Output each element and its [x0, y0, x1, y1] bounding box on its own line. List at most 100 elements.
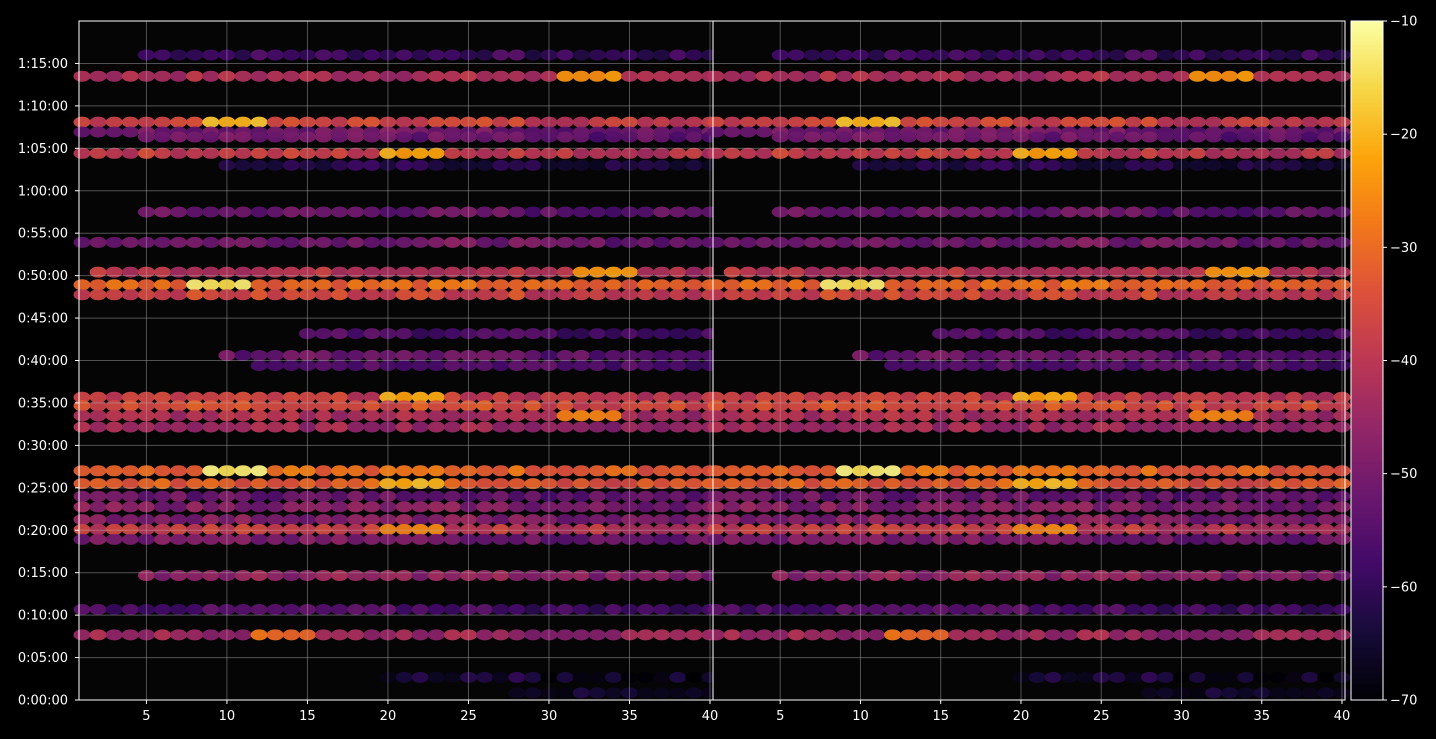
heat-cell	[411, 465, 429, 477]
heat-cell	[315, 360, 332, 371]
heat-cell	[282, 279, 300, 291]
heat-cell	[282, 465, 300, 477]
heat-cell	[443, 328, 461, 340]
heat-cell	[1108, 490, 1126, 502]
heat-cell	[1044, 70, 1062, 82]
heat-cell	[932, 131, 950, 143]
heat-cell	[787, 70, 805, 82]
heat-cell	[556, 279, 574, 291]
heat-cell	[900, 570, 918, 581]
heat-cell	[948, 490, 966, 502]
heat-cell	[621, 604, 638, 615]
heat-cell	[669, 478, 687, 490]
heat-cell	[900, 533, 918, 545]
heat-cell	[1189, 478, 1206, 490]
heat-cell	[105, 490, 123, 502]
heat-cell	[669, 116, 687, 128]
heat-cell	[282, 410, 300, 422]
heat-cell	[1253, 159, 1271, 171]
heat-cell	[347, 289, 365, 301]
heat-cell	[685, 70, 703, 82]
heat-cell	[819, 131, 837, 143]
heat-cell	[787, 116, 805, 128]
heat-cell	[363, 478, 381, 490]
heat-cell	[621, 131, 638, 143]
heat-cell	[89, 524, 107, 535]
heat-cell	[1092, 206, 1110, 218]
heat-cell	[524, 514, 542, 526]
heat-cell	[685, 501, 703, 513]
heat-cell	[315, 465, 332, 477]
heat-cell	[315, 350, 332, 361]
heat-cell	[508, 410, 526, 422]
heat-cell	[1189, 289, 1206, 301]
heat-cell	[105, 266, 123, 278]
heat-cell	[1076, 533, 1094, 545]
heat-cell	[852, 116, 869, 128]
heat-cell	[685, 687, 703, 699]
heat-cell	[707, 421, 725, 433]
heat-cell	[105, 236, 123, 248]
heat-cell	[916, 131, 934, 143]
heat-cell	[916, 490, 934, 502]
heat-cell	[1189, 206, 1206, 218]
heat-cell	[234, 49, 252, 61]
heat-cell	[73, 400, 91, 412]
heat-cell	[508, 671, 526, 683]
heat-cell	[755, 524, 773, 535]
heat-cell	[379, 629, 397, 641]
heat-cell	[1253, 350, 1271, 361]
heat-cell	[980, 147, 998, 159]
heat-cell	[154, 49, 171, 61]
heat-cell	[443, 421, 461, 433]
heat-cell	[868, 465, 885, 477]
heat-cell	[1333, 391, 1351, 403]
heat-cell	[1237, 49, 1255, 61]
heat-cell	[1156, 236, 1174, 248]
heat-cell	[1044, 421, 1062, 433]
heat-cell	[154, 266, 171, 278]
heat-cell	[572, 49, 590, 61]
heat-cell	[234, 524, 252, 535]
heat-cell	[653, 206, 671, 218]
heat-cell	[1301, 147, 1319, 159]
heat-cell	[604, 687, 622, 699]
heat-cell	[707, 478, 725, 490]
heat-cell	[1076, 400, 1094, 412]
heat-cell	[1060, 478, 1078, 490]
heat-cell	[331, 206, 349, 218]
heat-cell	[202, 570, 220, 581]
heat-cell	[315, 410, 332, 422]
heat-cell	[653, 350, 671, 361]
heat-cell	[669, 604, 687, 615]
heat-cell	[637, 478, 655, 490]
heat-cell	[653, 159, 671, 171]
heat-cell	[186, 410, 204, 422]
heat-cell	[1012, 49, 1030, 61]
heat-cell	[460, 604, 477, 615]
heat-cell	[1060, 266, 1078, 278]
heat-cell	[476, 501, 494, 513]
heat-cell	[1076, 514, 1094, 526]
heat-cell	[787, 266, 805, 278]
heat-cell	[218, 266, 236, 278]
heat-cell	[787, 289, 805, 301]
heat-cell	[900, 116, 918, 128]
heat-cell	[443, 533, 461, 545]
heat-cell	[411, 131, 429, 143]
heat-cell	[637, 570, 655, 581]
heat-cell	[1285, 524, 1303, 535]
heat-cell	[653, 147, 671, 159]
heat-cell	[540, 131, 558, 143]
heat-cell	[154, 533, 171, 545]
y-tick-label: 0:25:00	[18, 481, 68, 496]
heat-cell	[218, 159, 236, 171]
heat-cell	[540, 279, 558, 291]
heat-cell	[621, 360, 638, 371]
heat-cell	[298, 604, 316, 615]
heat-cell	[932, 360, 950, 371]
heat-cell	[1317, 410, 1335, 422]
heat-cell	[1028, 279, 1046, 291]
heat-cell	[771, 266, 789, 278]
heat-cell	[1156, 490, 1174, 502]
